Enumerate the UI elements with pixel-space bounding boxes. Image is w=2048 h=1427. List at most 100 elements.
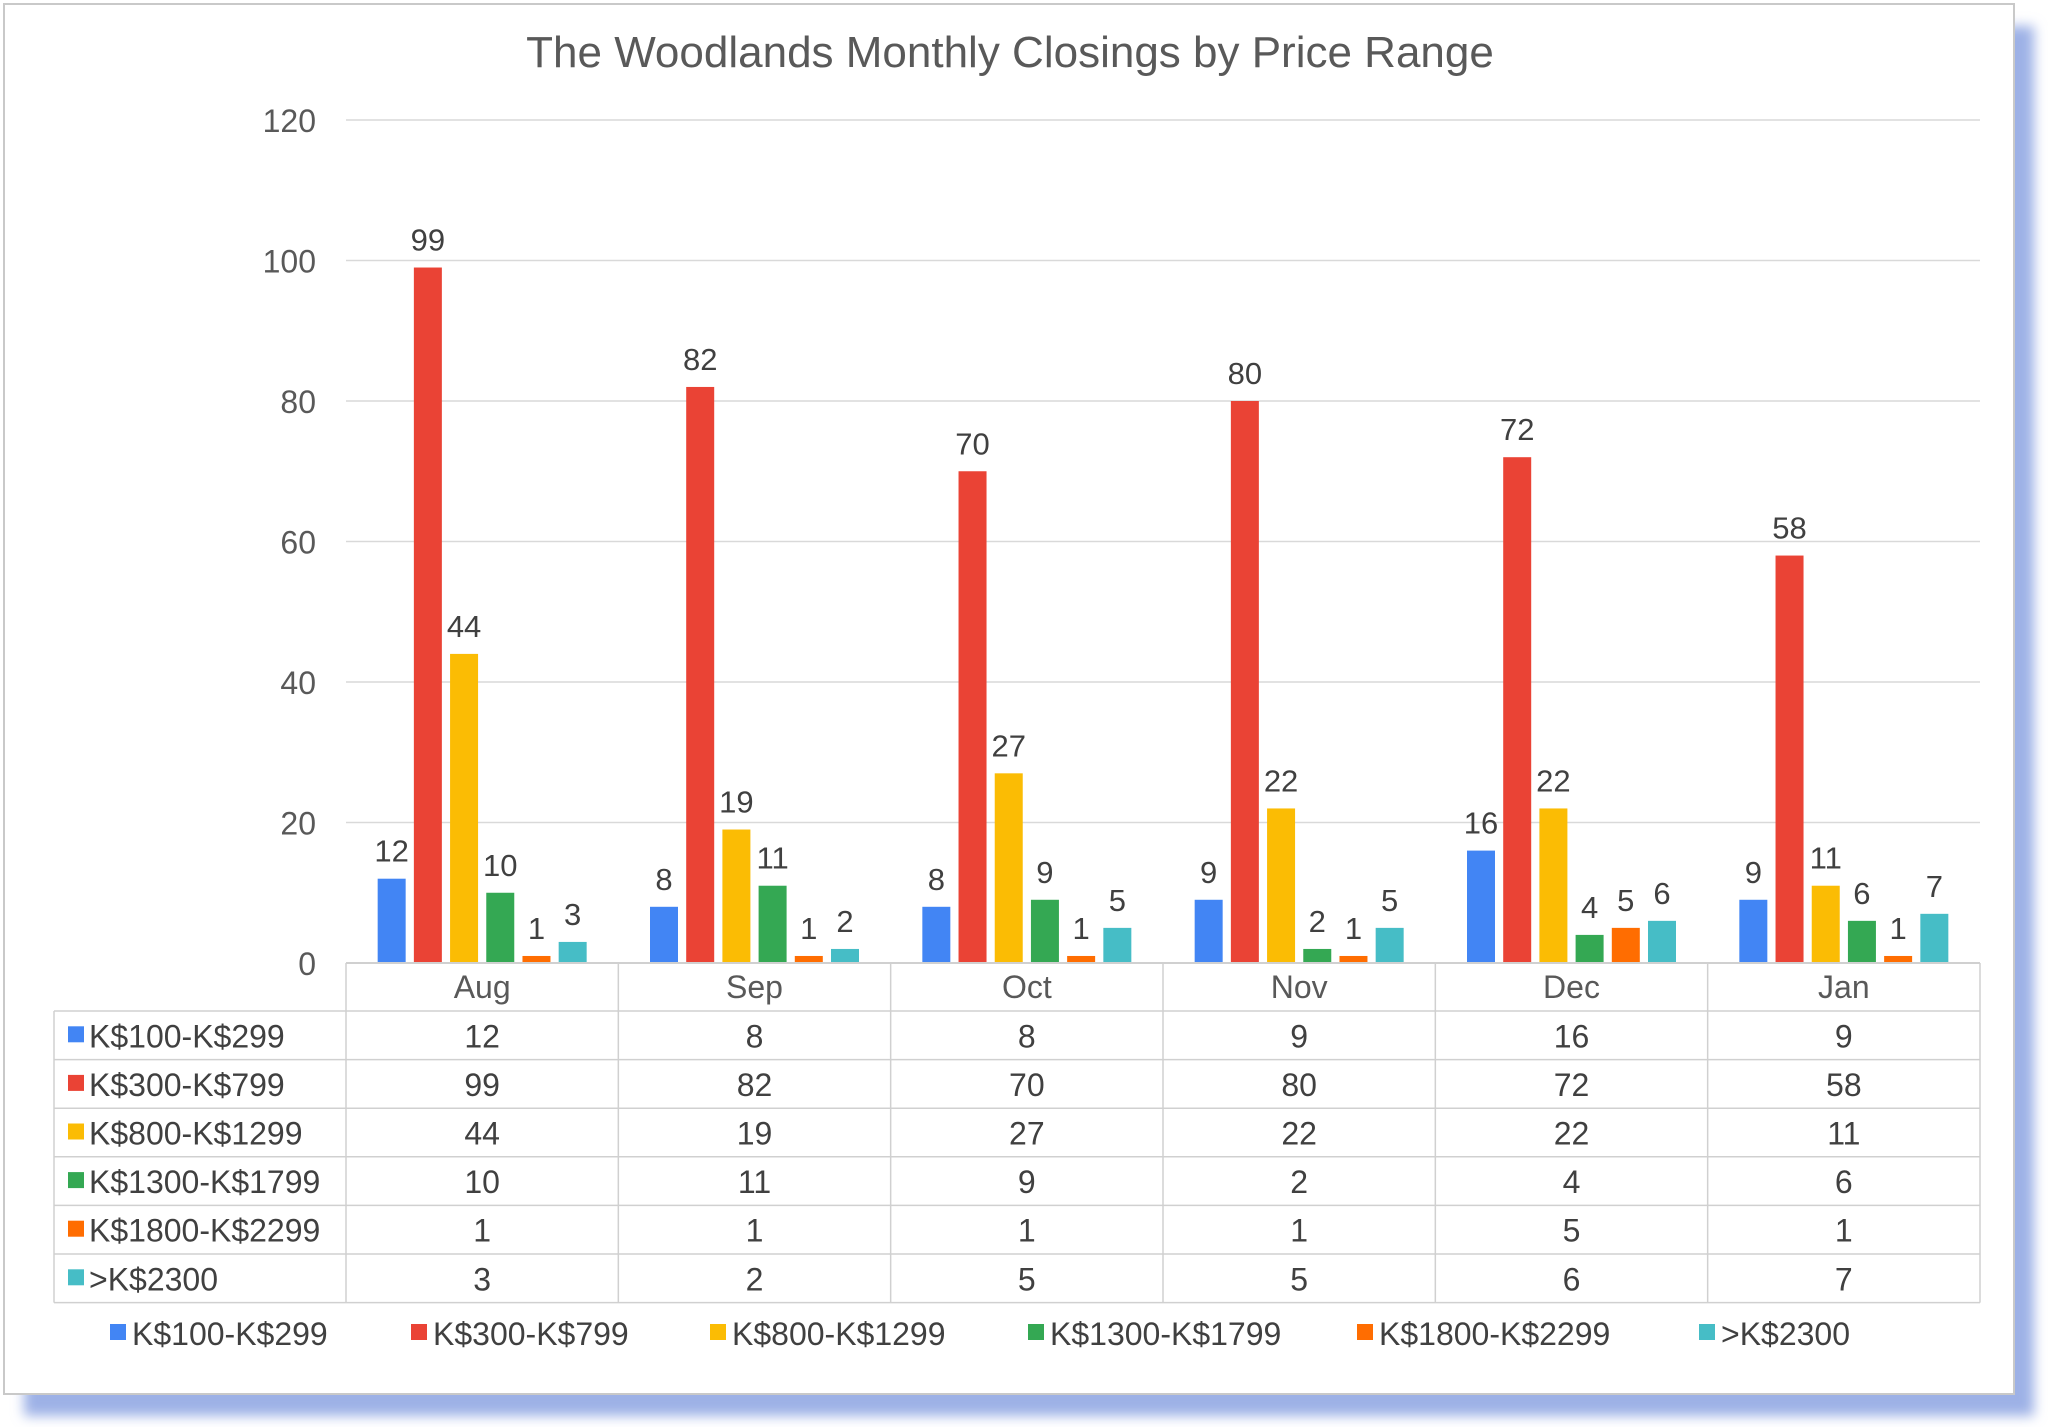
table-cell: 4 — [1563, 1164, 1581, 1200]
bar — [1611, 927, 1640, 963]
data-label: 72 — [1500, 412, 1534, 447]
table-cell: 11 — [738, 1164, 771, 1200]
bar — [1648, 920, 1676, 963]
bar — [722, 829, 751, 963]
data-label: 70 — [955, 426, 989, 461]
data-label: 19 — [719, 785, 753, 820]
bar — [650, 906, 678, 963]
y-tick-label: 80 — [280, 384, 316, 420]
data-label: 4 — [1581, 890, 1598, 925]
y-tick-label: 0 — [298, 946, 316, 982]
data-label: 44 — [447, 609, 481, 644]
table-cell: 72 — [1554, 1067, 1590, 1103]
table-row-label: >K$2300 — [89, 1261, 218, 1297]
legend-key — [110, 1324, 126, 1340]
table-row-label: K$800-K$1299 — [89, 1116, 303, 1152]
y-tick-label: 120 — [263, 103, 316, 139]
table-cell: 2 — [746, 1261, 764, 1297]
legend-label: K$1800-K$2299 — [1379, 1316, 1610, 1352]
data-label: 11 — [1810, 841, 1842, 876]
data-label: 8 — [928, 862, 945, 897]
data-label: 3 — [564, 897, 581, 932]
bar — [377, 878, 406, 963]
legend-key — [1357, 1324, 1373, 1340]
bar — [1884, 955, 1913, 963]
legend-label: K$100-K$299 — [132, 1316, 328, 1352]
legend-key — [411, 1324, 427, 1340]
table-row-label: K$1800-K$2299 — [89, 1213, 320, 1249]
table-legend-key — [68, 1074, 84, 1091]
y-tick-label: 60 — [280, 525, 316, 561]
table-cell: 99 — [464, 1067, 500, 1103]
gridlines — [346, 119, 1980, 824]
data-label: 9 — [1036, 855, 1053, 890]
table-cell: 12 — [464, 1018, 500, 1054]
table-cell: 1 — [1018, 1213, 1036, 1249]
table-cell: 10 — [464, 1164, 500, 1200]
table-cell: 8 — [746, 1018, 764, 1054]
bar — [1339, 955, 1368, 963]
bar — [1194, 899, 1223, 963]
table-legend-key — [68, 1269, 84, 1286]
bar — [686, 386, 715, 963]
table-cell: 58 — [1826, 1067, 1862, 1103]
table-cell: 1 — [1835, 1213, 1853, 1249]
category-label: Sep — [726, 969, 783, 1005]
bar — [522, 955, 551, 963]
data-label: 5 — [1109, 883, 1126, 918]
data-label: 16 — [1464, 806, 1498, 841]
category-label: Aug — [454, 969, 511, 1005]
data-label: 1 — [800, 911, 817, 946]
bar — [1303, 948, 1332, 963]
bar — [1775, 555, 1804, 963]
table-row-label: K$300-K$799 — [89, 1067, 285, 1103]
table-cell: 1 — [746, 1213, 764, 1249]
legend-label: >K$2300 — [1721, 1316, 1850, 1352]
table-cell: 27 — [1009, 1116, 1045, 1152]
table-cell: 22 — [1554, 1116, 1590, 1152]
data-label: 2 — [836, 904, 853, 939]
legend-label: K$300-K$799 — [433, 1316, 629, 1352]
data-label: 10 — [483, 848, 517, 883]
y-axis-ticks: 0 20 40 60 80 100 120 — [263, 103, 316, 982]
data-label: 6 — [1653, 876, 1670, 911]
bar — [1539, 808, 1568, 963]
card-background — [3, 3, 2015, 1395]
data-label: 7 — [1926, 869, 1943, 904]
bar — [1575, 934, 1604, 963]
table-cell: 2 — [1290, 1164, 1308, 1200]
table-cell: 22 — [1281, 1116, 1317, 1152]
data-label: 5 — [1617, 883, 1634, 918]
table-cell: 6 — [1563, 1261, 1581, 1297]
bar — [1230, 401, 1259, 963]
table-cell: 6 — [1835, 1164, 1853, 1200]
table-cell: 70 — [1009, 1067, 1045, 1103]
category-label: Dec — [1543, 969, 1600, 1005]
bar — [1267, 808, 1296, 963]
bar — [1103, 927, 1132, 963]
data-label: 6 — [1853, 876, 1870, 911]
bar — [994, 773, 1023, 963]
bar — [1811, 885, 1840, 963]
data-label: 5 — [1381, 883, 1398, 918]
data-label: 80 — [1228, 356, 1262, 391]
table-legend-key — [68, 1220, 84, 1237]
category-label: Oct — [1002, 969, 1052, 1005]
table-row-label: K$100-K$299 — [89, 1018, 285, 1054]
bar — [1067, 955, 1096, 963]
bar — [1739, 899, 1768, 963]
bar — [558, 941, 587, 963]
legend-label: K$800-K$1299 — [732, 1316, 946, 1352]
table-cell: 9 — [1290, 1018, 1308, 1054]
table-cell: 5 — [1290, 1261, 1308, 1297]
table-cell: 1 — [1290, 1213, 1308, 1249]
data-label: 12 — [374, 834, 408, 869]
table-legend-key — [68, 1026, 84, 1043]
table-cell: 5 — [1563, 1213, 1581, 1249]
bar — [486, 892, 515, 963]
bar — [1467, 850, 1495, 963]
data-label: 99 — [411, 223, 445, 258]
